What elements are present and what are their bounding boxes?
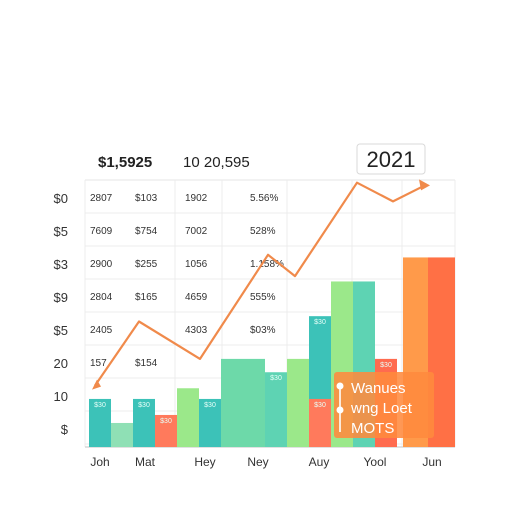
- y-tick-label: 10: [54, 389, 68, 404]
- table-cell: 7609: [90, 226, 113, 237]
- bar-label: $30: [380, 362, 392, 369]
- data-table: 2807 $103 1902 5.56% 7609 $754 7002 528% 2900 $25…: [90, 193, 284, 369]
- arrow-head-icon: [419, 179, 430, 191]
- y-tick-label: $9: [54, 290, 68, 305]
- annotation-line-2: wng Loet: [350, 400, 413, 417]
- bar-label: $30: [160, 418, 172, 425]
- x-tick-label: Yool: [364, 455, 387, 469]
- table-cell: 2807: [90, 193, 113, 204]
- y-tick-label: $3: [54, 257, 68, 272]
- table-cell: 528%: [250, 226, 276, 237]
- table-cell: $754: [135, 226, 158, 237]
- table-cell: 4303: [185, 325, 208, 336]
- table-cell: 555%: [250, 292, 276, 303]
- bar: [287, 358, 309, 447]
- bar: [265, 372, 287, 447]
- table-cell: 157: [90, 358, 107, 369]
- x-tick-label: Auy: [309, 455, 330, 469]
- y-tick-label: $5: [54, 224, 68, 239]
- bar-label: $30: [138, 402, 150, 409]
- table-cell: $154: [135, 358, 158, 369]
- annotation-box: [334, 372, 434, 438]
- bar: [309, 398, 331, 447]
- table-cell: 1056: [185, 259, 208, 270]
- year-badge: 2021: [367, 147, 416, 172]
- bar: [89, 398, 111, 447]
- x-tick-label: Ney: [247, 455, 268, 469]
- annotation-line-3: MOTS: [351, 420, 394, 437]
- annotation-line-1: Wanues: [351, 380, 405, 397]
- header-value-left: $1,5925: [98, 154, 152, 171]
- trend-line-path: [94, 181, 426, 387]
- y-tick-label: $5: [54, 323, 68, 338]
- bar: [177, 388, 199, 447]
- table-cell: 2405: [90, 325, 113, 336]
- bar: [133, 398, 155, 447]
- bar: [155, 414, 177, 447]
- bar-label: $30: [314, 402, 326, 409]
- table-cell: $03%: [250, 325, 276, 336]
- table-cell: $103: [135, 193, 158, 204]
- bar: [199, 398, 221, 447]
- y-tick-label: 20: [54, 356, 68, 371]
- bar: [111, 422, 133, 447]
- x-tick-label: Hey: [194, 455, 215, 469]
- table-cell: $255: [135, 259, 158, 270]
- x-tick-label: Joh: [90, 455, 109, 469]
- trend-line: [92, 179, 430, 390]
- table-cell: 1902: [185, 193, 208, 204]
- y-tick-label: $0: [54, 191, 68, 206]
- x-axis-ticks: Joh Mat Hey Ney Auy Yool Jun: [90, 455, 441, 469]
- y-tick-label: $: [61, 422, 69, 437]
- x-tick-label: Jun: [422, 455, 441, 469]
- table-cell: 4659: [185, 292, 208, 303]
- bar-label: $30: [270, 375, 282, 382]
- table-cell: 5.56%: [250, 193, 278, 204]
- bar-label: $30: [204, 402, 216, 409]
- annotation: Wanues wng Loet MOTS: [334, 372, 434, 438]
- bar-label: $30: [94, 402, 106, 409]
- table-cell: $165: [135, 292, 158, 303]
- header-value-right: 10 20,595: [183, 154, 250, 171]
- arrow-tail-icon: [92, 379, 101, 390]
- y-axis-ticks: $0 $5 $3 $9 $5 20 10 $: [54, 191, 69, 437]
- x-tick-label: Mat: [135, 455, 156, 469]
- bar-label: $30: [314, 319, 326, 326]
- table-cell: 2900: [90, 259, 113, 270]
- year-badge-box[interactable]: [356, 143, 426, 175]
- table-cell: 2804: [90, 292, 113, 303]
- table-cell: 1.158%: [250, 259, 284, 270]
- bar: [221, 358, 265, 447]
- table-cell: 7002: [185, 226, 208, 237]
